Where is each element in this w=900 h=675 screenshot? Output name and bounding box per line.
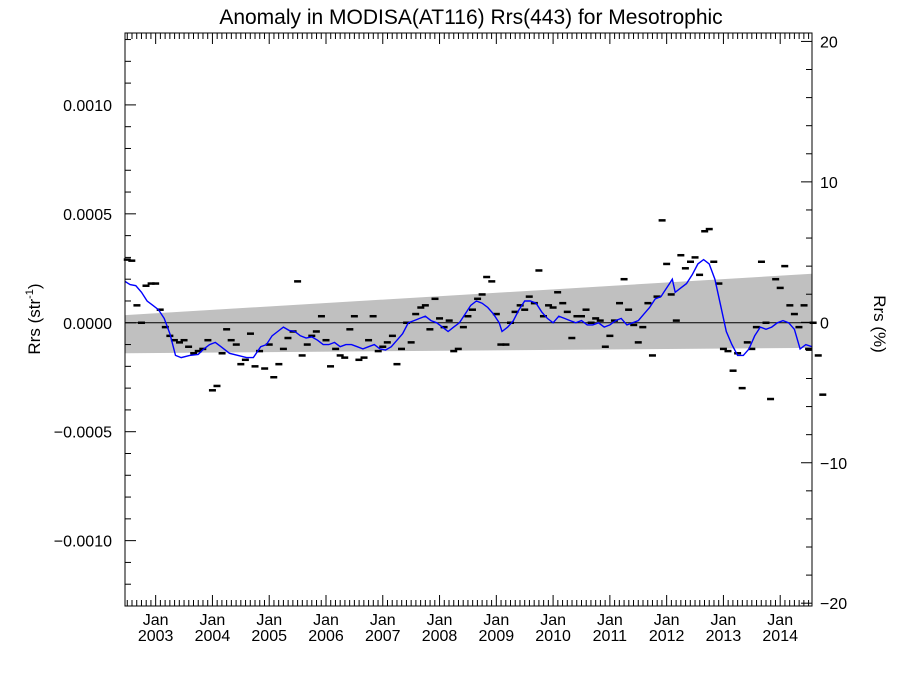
x-tick-month: Jan (767, 612, 793, 629)
x-tick-month: Jan (654, 612, 680, 629)
x-tick-year: 2012 (649, 628, 685, 645)
right-tick-label: −20 (820, 596, 847, 613)
left-y-axis-label: Rrs (str-1) (24, 283, 44, 354)
x-tick-month: Jan (313, 612, 339, 629)
x-tick-year: 2009 (479, 628, 515, 645)
left-tick-label: −0.0010 (54, 534, 112, 551)
x-tick-month: Jan (256, 612, 282, 629)
left-tick-label: 0.0010 (63, 98, 112, 115)
x-tick-year: 2007 (365, 628, 401, 645)
right-tick-label: 0 (820, 315, 829, 332)
left-tick-label: 0.0000 (63, 316, 112, 333)
chart-title: Anomaly in MODISA(AT116) Rrs(443) for Me… (219, 6, 722, 29)
left-tick-label: 0.0005 (63, 207, 112, 224)
x-tick-year: 2005 (251, 628, 287, 645)
x-axis: Jan2003Jan2004Jan2005Jan2006Jan2007Jan20… (126, 33, 810, 645)
right-tick-label: −10 (820, 456, 847, 473)
x-tick-month: Jan (427, 612, 453, 629)
x-tick-year: 2006 (308, 628, 344, 645)
x-tick-month: Jan (540, 612, 566, 629)
x-tick-month: Jan (200, 612, 226, 629)
x-tick-month: Jan (370, 612, 396, 629)
plot-area (123, 219, 827, 401)
x-tick-year: 2008 (422, 628, 458, 645)
x-tick-year: 2013 (706, 628, 742, 645)
x-tick-year: 2014 (762, 628, 798, 645)
x-tick-year: 2010 (535, 628, 571, 645)
x-tick-month: Jan (597, 612, 623, 629)
left-y-axis: 0.0010 0.0005 0.0000 −0.0005 −0.0010 (54, 39, 136, 585)
right-y-axis: 20 10 0 −10 −20 (801, 34, 847, 613)
x-tick-month: Jan (483, 612, 509, 629)
running-mean-line (124, 258, 813, 359)
left-y-axis-label-main: Rrs (str (25, 299, 44, 355)
right-tick-label: 20 (820, 34, 838, 51)
x-tick-month: Jan (711, 612, 737, 629)
left-y-axis-label-sup: -1 (24, 289, 36, 299)
x-tick-year: 2011 (593, 628, 628, 645)
x-tick-year: 2004 (195, 628, 231, 645)
left-y-axis-label-close: ) (25, 283, 44, 289)
right-y-axis-label: Rrs (%) (870, 295, 889, 353)
left-tick-label: −0.0005 (54, 425, 112, 442)
right-tick-label: 10 (820, 175, 838, 192)
x-tick-year: 2003 (138, 628, 174, 645)
plot-frame (124, 32, 813, 607)
x-tick-month: Jan (143, 612, 169, 629)
